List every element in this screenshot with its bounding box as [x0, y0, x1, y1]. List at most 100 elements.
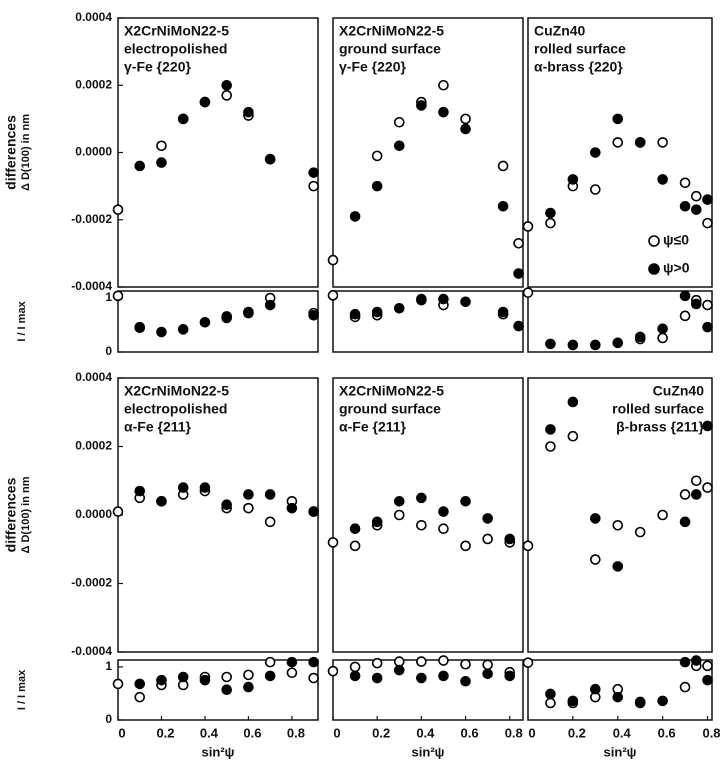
- data-point: [156, 326, 167, 338]
- data-point: [156, 495, 167, 507]
- x-tick-label: 0.8: [505, 725, 523, 740]
- legend-marker: [648, 263, 660, 275]
- data-point: [460, 113, 471, 125]
- data-point: [264, 299, 276, 311]
- data-point: [393, 140, 405, 152]
- data-point: [438, 79, 449, 91]
- data-point: [679, 681, 691, 693]
- y-tick-label: 0.0000: [75, 145, 112, 159]
- x-tick-label: 0.2: [156, 725, 174, 740]
- data-point: [679, 201, 691, 212]
- data-point: [416, 293, 427, 305]
- data-point: [567, 695, 579, 707]
- data-point: [679, 516, 691, 528]
- x-tick-label: 0.8: [287, 725, 305, 740]
- data-point: [416, 656, 427, 667]
- data-point: [590, 554, 601, 565]
- y-tick-label: 0.0000: [75, 507, 112, 521]
- data-point: [438, 106, 449, 118]
- data-point: [264, 670, 276, 682]
- data-point: [393, 656, 405, 667]
- data-point: [690, 190, 702, 202]
- data-point: [513, 320, 524, 332]
- data-point: [522, 540, 534, 552]
- data-point: [590, 683, 601, 695]
- data-point: [460, 540, 471, 552]
- data-point: [308, 672, 319, 684]
- plot-frame: [332, 17, 524, 288]
- data-point: [264, 656, 276, 668]
- y-axis-label: differences: [3, 115, 19, 190]
- data-point: [702, 482, 713, 493]
- data-point: [371, 672, 383, 684]
- y-tick-label: -0.0002: [71, 212, 112, 226]
- data-point: [221, 671, 232, 683]
- data-point: [134, 678, 146, 690]
- data-point: [679, 310, 691, 322]
- data-point: [634, 137, 646, 148]
- plot-frame: [332, 659, 524, 721]
- legend-label: ψ≤0: [663, 232, 689, 248]
- data-point: [702, 217, 713, 229]
- y-axis-label: differences: [3, 477, 19, 552]
- data-point: [221, 90, 232, 101]
- data-point: [177, 324, 189, 335]
- x-axis-label: sin²ψ: [412, 744, 445, 759]
- y-axis-label: Δ D(100) in nm: [20, 476, 32, 553]
- data-point: [177, 482, 189, 493]
- data-point: [497, 160, 509, 172]
- data-point: [679, 656, 691, 668]
- data-point: [327, 290, 339, 301]
- data-point: [702, 299, 713, 311]
- data-point: [545, 688, 556, 700]
- x-axis-label: sin²ψ: [604, 744, 637, 759]
- data-point: [221, 311, 232, 322]
- y-tick-label: 1: [105, 290, 112, 304]
- data-point: [308, 167, 319, 178]
- data-point: [438, 523, 449, 535]
- data-point: [657, 323, 668, 335]
- y-tick-label: 0: [105, 344, 112, 358]
- data-point: [112, 506, 124, 517]
- y-tick-label: 0.0004: [75, 370, 112, 384]
- data-point: [221, 684, 232, 696]
- data-point: [702, 420, 713, 432]
- data-point: [371, 180, 383, 192]
- x-tick-label: 0.6: [658, 725, 676, 740]
- data-point: [264, 153, 276, 165]
- data-point: [243, 681, 254, 693]
- panel-annotation: γ-Fe {220}: [124, 59, 191, 75]
- data-point: [416, 100, 427, 111]
- panel-annotation: X2CrNiMoN22-5: [124, 23, 229, 39]
- data-point: [349, 211, 361, 222]
- panel-annotation: β-brass {211}: [616, 419, 704, 435]
- x-tick-label: 0.8: [702, 725, 720, 740]
- x-tick-label: 0: [333, 725, 340, 740]
- data-point: [634, 331, 646, 343]
- data-point: [513, 237, 524, 249]
- data-point: [308, 656, 319, 668]
- data-point: [393, 509, 405, 521]
- y-tick-label: -0.0004: [71, 644, 112, 658]
- data-point: [545, 217, 556, 229]
- panel-annotation: CuZn40: [534, 23, 586, 39]
- y-axis-label: I / I max: [16, 669, 28, 710]
- data-point: [243, 669, 254, 681]
- panel-annotation: ground surface: [339, 401, 441, 417]
- data-point: [657, 509, 668, 521]
- data-point: [567, 396, 579, 408]
- data-point: [634, 696, 646, 708]
- data-point: [134, 321, 146, 333]
- data-point: [702, 674, 713, 686]
- data-point: [460, 123, 471, 135]
- x-tick-label: 0.4: [416, 725, 435, 740]
- data-point: [438, 670, 449, 682]
- data-point: [371, 516, 383, 528]
- data-point: [590, 513, 601, 524]
- data-point: [702, 660, 713, 672]
- data-point: [545, 697, 556, 709]
- data-point: [460, 658, 471, 670]
- data-point: [349, 523, 361, 535]
- x-tick-label: 0.4: [200, 725, 219, 740]
- data-point: [243, 502, 254, 514]
